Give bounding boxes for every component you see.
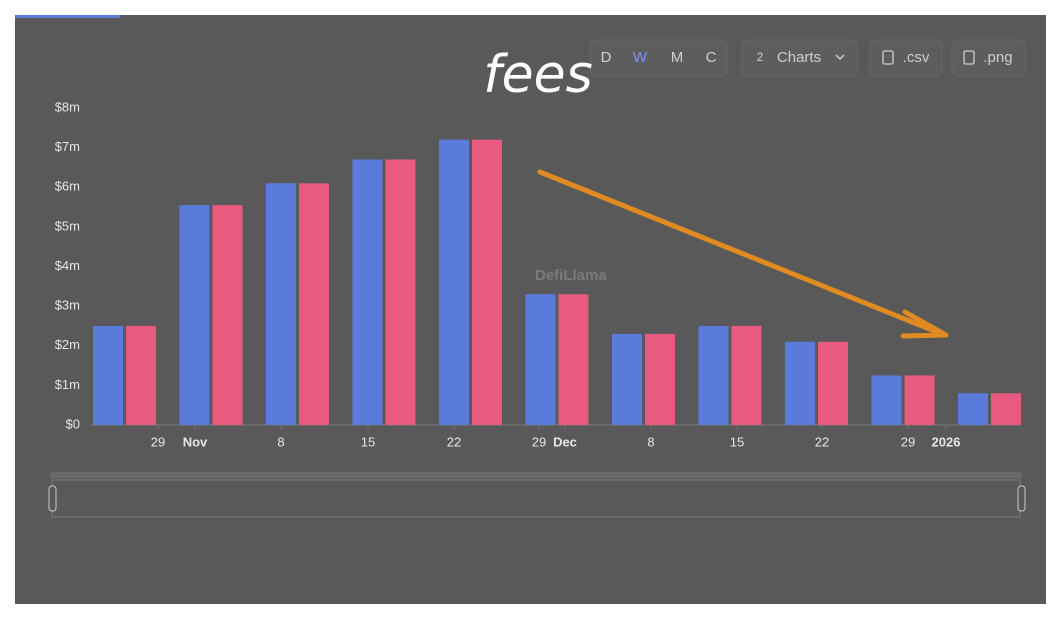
bar <box>299 183 329 425</box>
y-tick-label: $7m <box>55 139 80 154</box>
png-label: .png <box>983 49 1012 66</box>
x-tick-label: 8 <box>647 434 654 449</box>
x-tick-label: 29 <box>151 434 165 449</box>
bar <box>958 393 988 425</box>
charts-count: 2 <box>757 50 764 64</box>
x-tick-label: 22 <box>815 434 829 449</box>
file-icon <box>882 50 894 65</box>
csv-button[interactable] <box>869 39 943 77</box>
bar <box>645 333 675 425</box>
bar <box>731 325 762 425</box>
bar <box>698 325 729 425</box>
bar <box>385 159 416 425</box>
interval-button[interactable]: W <box>633 49 648 66</box>
y-tick-label: $0 <box>66 416 80 431</box>
x-tick-label: 22 <box>447 434 461 449</box>
interval-group <box>589 39 728 77</box>
x-tick-label: 15 <box>730 434 744 449</box>
bar <box>352 159 383 425</box>
bar <box>439 139 469 425</box>
bar <box>871 375 902 425</box>
bar <box>612 333 642 425</box>
arrow-head <box>900 309 949 339</box>
interval-button[interactable]: M <box>671 49 684 66</box>
annotation: fees <box>483 45 592 105</box>
interval-button[interactable]: D <box>601 49 612 66</box>
csv-label: .csv <box>903 49 930 66</box>
tab-indicator <box>15 15 120 18</box>
x-tick-label: 29 <box>901 434 915 449</box>
file-icon <box>963 50 975 65</box>
x-tick-label: Dec <box>553 434 577 449</box>
y-tick-label: $2m <box>55 337 80 352</box>
chevron <box>835 54 845 61</box>
interval-button[interactable]: C <box>706 49 717 66</box>
y-tick-label: $1m <box>55 377 80 392</box>
bar <box>126 325 156 425</box>
y-tick-label: $8m <box>55 99 80 114</box>
x-tick-label: 29 <box>532 434 546 449</box>
y-tick-label: $4m <box>55 258 80 273</box>
bar <box>525 294 556 425</box>
y-tick-label: $3m <box>55 298 80 313</box>
x-tick-label: Nov <box>183 434 208 449</box>
bar <box>558 294 589 425</box>
watermark: DefiLlama <box>535 267 607 284</box>
charts-dropdown[interactable] <box>741 39 858 77</box>
arrow <box>537 169 945 337</box>
bar <box>991 393 1021 425</box>
bar <box>266 183 296 425</box>
bar <box>818 341 848 425</box>
x-tick-label: 15 <box>361 434 375 449</box>
x-tick-label: 2026 <box>932 434 961 449</box>
png-button[interactable] <box>951 39 1026 77</box>
y-tick-label: $6m <box>55 179 80 194</box>
y-tick-label: $5m <box>55 218 80 233</box>
bar <box>212 205 243 425</box>
slider-handle[interactable] <box>48 485 57 512</box>
bar <box>93 325 123 425</box>
slider-track <box>50 472 1022 478</box>
charts-label: Charts <box>777 49 821 66</box>
bar <box>904 375 935 425</box>
bar <box>472 139 502 425</box>
x-tick-label: 8 <box>277 434 284 449</box>
bar <box>785 341 815 425</box>
slider-handle[interactable] <box>1017 485 1026 512</box>
bar <box>179 205 210 425</box>
